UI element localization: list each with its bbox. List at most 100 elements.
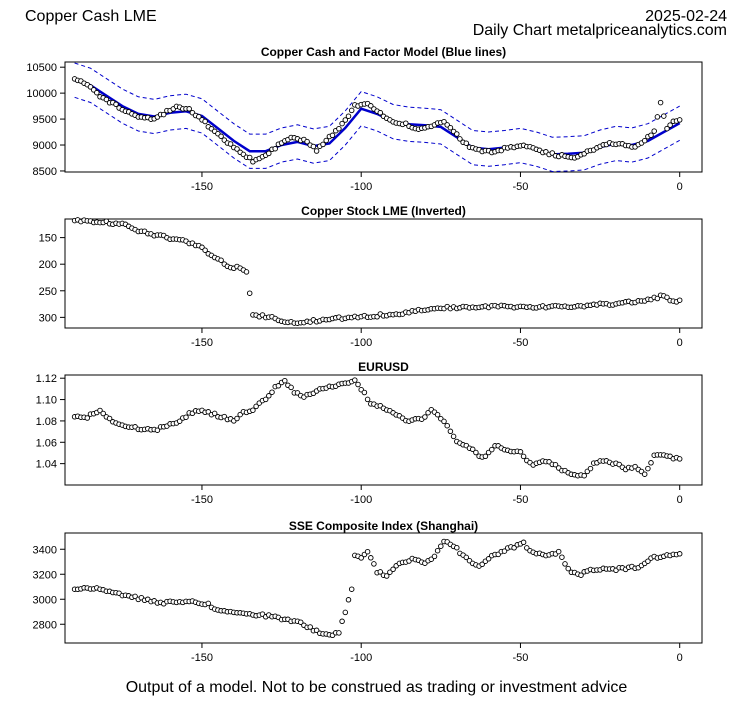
- data-point: [498, 147, 505, 154]
- data-point: [234, 146, 240, 152]
- x-tick-label: -100: [350, 181, 372, 193]
- data-point: [489, 446, 495, 453]
- chart-panel-2: Copper Stock LME (Inverted) -150 -100 -50 0 1…: [39, 204, 703, 349]
- data-point: [218, 133, 224, 140]
- data-point: [87, 84, 94, 90]
- panel-title: EURUSD: [358, 360, 409, 374]
- data-point: [218, 257, 224, 263]
- data-point: [253, 403, 259, 410]
- data-point: [444, 422, 450, 429]
- x-tick-label: 0: [677, 181, 683, 193]
- data-point: [552, 461, 559, 468]
- data-point: [103, 96, 110, 103]
- data-point: [304, 138, 310, 145]
- data-point: [511, 545, 517, 551]
- data-point: [313, 627, 320, 634]
- data-point: [262, 396, 269, 403]
- data-point: [266, 150, 272, 157]
- x-tick-label: -100: [350, 652, 372, 664]
- data-point: [441, 418, 447, 425]
- x-tick-label: -150: [191, 181, 213, 193]
- chart-date: 2025-02-24: [645, 8, 727, 25]
- data-point: [371, 561, 377, 567]
- data-point: [438, 543, 444, 549]
- data-point: [431, 553, 438, 560]
- data-point: [368, 555, 374, 561]
- data-point: [313, 148, 320, 154]
- data-point: [368, 103, 374, 109]
- data-point: [450, 433, 457, 440]
- data-point: [329, 132, 336, 139]
- data-point: [250, 407, 256, 413]
- data-point: [520, 539, 527, 546]
- data-point: [342, 117, 349, 123]
- data-point: [266, 393, 272, 399]
- y-tick-label: 2800: [33, 619, 57, 631]
- data-point: [202, 118, 208, 125]
- data-point: [336, 630, 342, 636]
- x-tick-label: -50: [513, 652, 529, 664]
- data-point: [202, 247, 208, 253]
- data-point: [364, 396, 371, 403]
- y-tick-label: 200: [39, 259, 57, 271]
- plot-frame: [64, 374, 703, 486]
- data-point: [676, 456, 683, 462]
- data-point: [358, 555, 364, 561]
- data-point: [275, 383, 282, 389]
- data-point: [246, 154, 253, 161]
- y-tick-label: 300: [39, 312, 57, 324]
- chart-title: Copper Cash LME: [25, 8, 157, 25]
- data-point: [94, 89, 100, 96]
- model-lower-band: [74, 96, 680, 173]
- data-point: [648, 460, 654, 466]
- data-point: [106, 415, 113, 422]
- data-point: [555, 548, 562, 555]
- panel-title: Copper Cash and Factor Model (Blue lines…: [261, 45, 506, 59]
- model-line: [74, 79, 681, 156]
- model-upper-band: [74, 62, 680, 138]
- data-point: [282, 377, 288, 384]
- plot-frame: [64, 532, 703, 644]
- chart-panel-1: Copper Cash and Factor Model (Blue lines…: [26, 45, 703, 193]
- data-point: [383, 573, 390, 579]
- data-point: [651, 128, 657, 134]
- data-point: [482, 453, 489, 460]
- disclaimer-footer: Output of a model. Not to be construed a…: [125, 679, 628, 696]
- data-point: [361, 389, 368, 396]
- panel-title: SSE Composite Index (Shanghai): [289, 519, 478, 533]
- x-tick-label: -150: [191, 652, 213, 664]
- data-point: [272, 145, 278, 152]
- data-point: [176, 418, 183, 424]
- data-point: [469, 446, 476, 453]
- x-tick-label: 0: [677, 337, 683, 349]
- data-point: [645, 558, 651, 564]
- data-point: [457, 136, 463, 142]
- data-point: [485, 556, 492, 562]
- data-point: [364, 548, 371, 555]
- plot-frame: [64, 61, 703, 173]
- data-point: [377, 569, 384, 575]
- data-point: [641, 137, 648, 144]
- data-point: [463, 554, 470, 561]
- data-point: [211, 410, 218, 417]
- data-point: [676, 551, 683, 557]
- data-point: [463, 140, 470, 146]
- x-tick-label: 0: [677, 652, 683, 664]
- data-point: [562, 561, 568, 567]
- data-point: [520, 453, 527, 460]
- data-point: [84, 415, 91, 421]
- data-point: [664, 294, 670, 301]
- data-point: [454, 131, 460, 137]
- data-point: [100, 410, 106, 417]
- chart-panel-3: EURUSD -150 -100 -50 0 1.04 1.06 1.08 1.10 1.12: [36, 360, 703, 506]
- data-point: [434, 411, 441, 418]
- data-point: [454, 544, 460, 551]
- data-point: [297, 619, 304, 625]
- plot-frame: [64, 218, 703, 329]
- data-point: [269, 389, 275, 395]
- data-point: [246, 290, 253, 296]
- data-point: [227, 141, 234, 147]
- data-point: [664, 125, 670, 132]
- data-point: [234, 415, 240, 422]
